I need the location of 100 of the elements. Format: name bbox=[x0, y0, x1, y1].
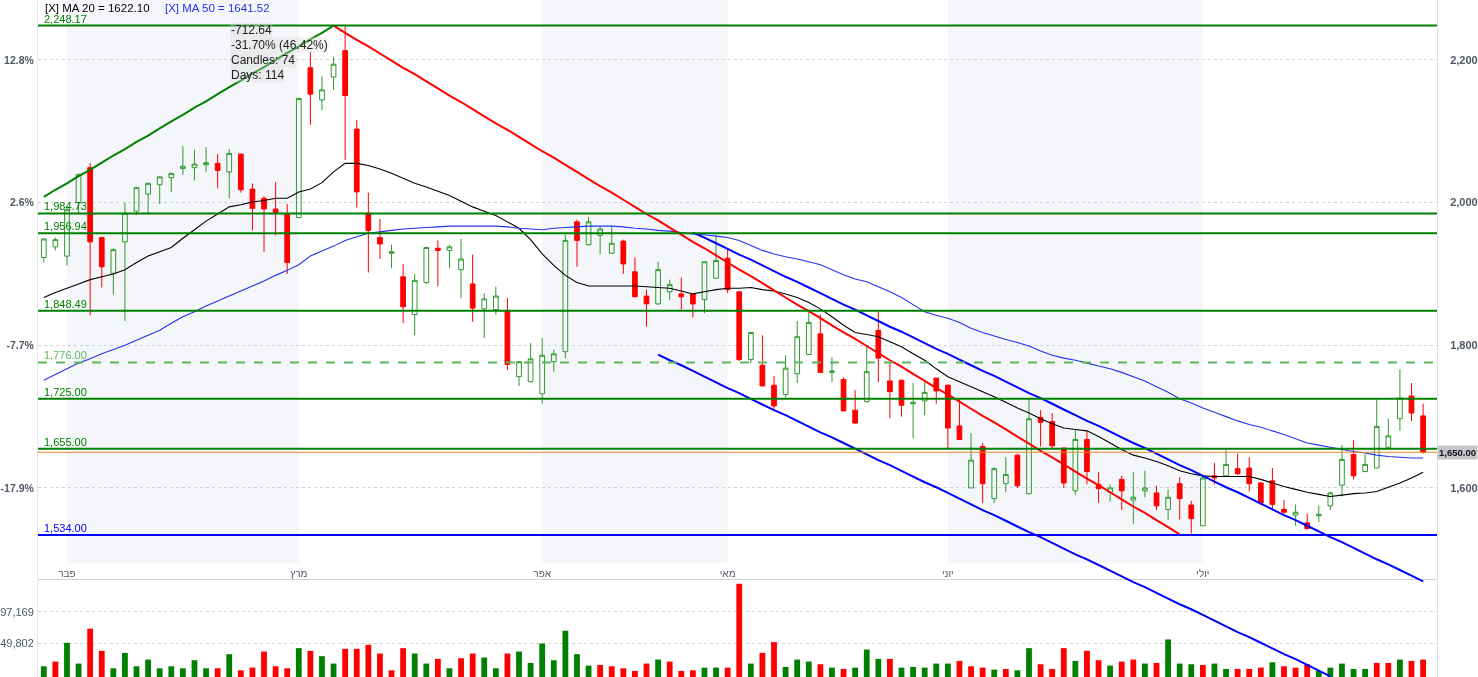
bar bbox=[852, 667, 859, 677]
candlestick bbox=[353, 119, 360, 209]
x-tick-label: מאי bbox=[719, 568, 736, 579]
bar bbox=[87, 628, 94, 677]
candlestick bbox=[295, 97, 302, 219]
candlestick bbox=[1153, 485, 1160, 511]
bar bbox=[527, 662, 534, 677]
bar bbox=[1257, 667, 1264, 677]
bar bbox=[1385, 662, 1392, 677]
candlestick bbox=[1234, 453, 1241, 476]
candlestick bbox=[330, 56, 337, 91]
candlestick bbox=[1165, 488, 1171, 521]
bar bbox=[458, 658, 464, 677]
candlestick bbox=[690, 293, 696, 318]
bar bbox=[1234, 668, 1241, 677]
bar bbox=[550, 660, 557, 677]
bar bbox=[921, 667, 928, 677]
annotation: 1,650.00 bbox=[1439, 447, 1476, 458]
bar bbox=[388, 670, 395, 677]
bar bbox=[1176, 663, 1183, 677]
candlestick bbox=[1420, 403, 1426, 455]
y-tick-label: 97,169 bbox=[0, 605, 34, 618]
candlestick bbox=[921, 381, 928, 416]
bar bbox=[1165, 639, 1171, 677]
candlestick bbox=[481, 292, 488, 339]
candlestick bbox=[1200, 475, 1206, 527]
candlestick bbox=[261, 195, 267, 253]
bar bbox=[377, 653, 383, 677]
bar bbox=[1130, 659, 1137, 677]
candlestick bbox=[52, 237, 59, 251]
bar bbox=[1397, 659, 1403, 677]
candlestick bbox=[979, 442, 986, 504]
candlestick bbox=[1142, 470, 1148, 498]
candlestick bbox=[898, 379, 905, 418]
bar bbox=[597, 664, 604, 677]
candlestick bbox=[1188, 500, 1195, 535]
bar bbox=[203, 668, 209, 677]
ref-line-label: 1,534.00 bbox=[44, 522, 87, 534]
candlestick bbox=[1315, 505, 1322, 523]
bar bbox=[1199, 664, 1206, 677]
bar bbox=[539, 643, 546, 677]
y-tick-label: 1,600 bbox=[1450, 481, 1478, 494]
bar bbox=[1281, 666, 1287, 677]
bar bbox=[1072, 660, 1079, 677]
bar bbox=[492, 668, 499, 677]
candlestick bbox=[736, 291, 743, 362]
bar bbox=[1014, 670, 1021, 677]
candlestick bbox=[771, 375, 777, 411]
bar bbox=[979, 667, 986, 677]
bar bbox=[319, 656, 325, 677]
bar bbox=[747, 663, 754, 677]
bar bbox=[284, 668, 291, 677]
bar bbox=[272, 666, 279, 677]
bar bbox=[365, 644, 372, 677]
annotation: -712.64 bbox=[231, 23, 273, 37]
y-tick-label: 49,802 bbox=[0, 637, 34, 650]
bar bbox=[1026, 648, 1032, 677]
candlestick bbox=[1362, 453, 1368, 473]
candlestick bbox=[203, 146, 209, 173]
y2-tick-label: -17.9% bbox=[0, 481, 35, 494]
bar bbox=[968, 666, 974, 677]
y-tick-label: 2,200 bbox=[1450, 53, 1478, 66]
candlestick bbox=[1072, 428, 1079, 496]
candlestick bbox=[411, 273, 418, 336]
candlestick bbox=[249, 182, 256, 231]
candlestick bbox=[840, 376, 847, 412]
candlestick bbox=[1246, 456, 1253, 493]
candlestick bbox=[527, 342, 534, 383]
candlestick bbox=[1107, 483, 1113, 503]
candlestick bbox=[678, 277, 685, 311]
ref-line-label: 1,725.00 bbox=[44, 386, 87, 398]
candlestick bbox=[968, 432, 974, 489]
candlestick bbox=[87, 162, 94, 316]
candlestick bbox=[713, 234, 719, 279]
bar bbox=[1002, 668, 1009, 677]
bar bbox=[1049, 668, 1056, 677]
y2-tick-label: -7.7% bbox=[6, 339, 35, 352]
candlestick bbox=[110, 247, 117, 296]
bar bbox=[307, 650, 314, 677]
bar bbox=[469, 653, 476, 677]
candlestick bbox=[852, 389, 858, 425]
bar bbox=[1188, 664, 1195, 677]
candlestick bbox=[237, 153, 244, 194]
text: [X] MA 50 = 1641.52 bbox=[165, 2, 270, 14]
bar bbox=[1420, 659, 1426, 677]
candlestick bbox=[666, 279, 673, 301]
bar bbox=[1084, 650, 1090, 677]
bar bbox=[713, 667, 719, 677]
candlestick bbox=[1095, 471, 1102, 504]
candlestick bbox=[284, 203, 291, 275]
candlestick bbox=[1292, 503, 1299, 527]
candlestick bbox=[1060, 447, 1067, 489]
candlestick bbox=[620, 239, 627, 275]
candlestick bbox=[133, 186, 140, 216]
bar bbox=[887, 658, 893, 677]
candlestick bbox=[1385, 418, 1392, 448]
candlestick bbox=[226, 148, 233, 199]
candlestick bbox=[759, 334, 766, 387]
bar bbox=[991, 669, 998, 677]
x-tick-label: פבר bbox=[58, 568, 76, 579]
